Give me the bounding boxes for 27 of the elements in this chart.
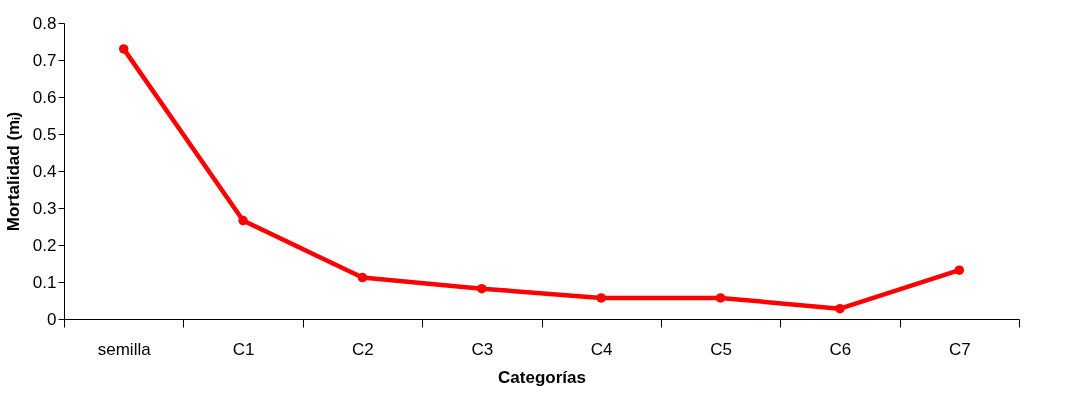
- x-tick-label: C1: [232, 339, 255, 359]
- y-tick-label: 0.8: [32, 13, 57, 33]
- point: [118, 44, 129, 54]
- x-tick-label: C2: [352, 339, 374, 359]
- point: [238, 215, 248, 226]
- x-axis-title: Categorías: [498, 367, 586, 387]
- x-tick-label: C3: [471, 339, 494, 359]
- x-tick-label: semilla: [97, 339, 152, 359]
- y-tick-label: 0.3: [32, 198, 57, 218]
- x-tick-label: C5: [710, 339, 732, 359]
- y-tick-label: 0.5: [32, 124, 57, 144]
- y-tick-label: 0.7: [32, 50, 57, 70]
- point: [835, 303, 845, 314]
- y-axis-title: Mortalidad (mᵢ): [3, 111, 23, 232]
- x-tick-label: C6: [829, 339, 852, 359]
- point: [596, 293, 606, 303]
- point: [357, 272, 368, 283]
- y-tick-label: 0.1: [32, 272, 57, 292]
- y-tick-label: 0.6: [32, 87, 57, 107]
- point: [715, 293, 726, 303]
- point: [477, 283, 487, 294]
- x-tick-label: C4: [590, 339, 613, 359]
- y-tick-label: 0.4: [32, 161, 57, 181]
- point: [954, 265, 965, 275]
- y-tick-label: 0.2: [32, 235, 57, 255]
- y-tick-label: 0: [47, 309, 57, 329]
- x-tick-label: C7: [948, 339, 971, 359]
